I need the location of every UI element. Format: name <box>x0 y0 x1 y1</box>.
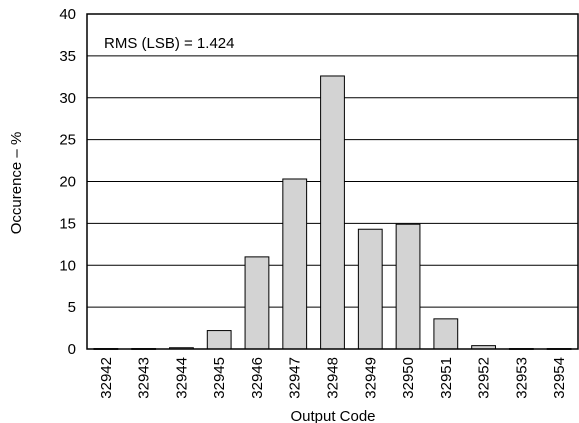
bar-32945 <box>206 330 232 350</box>
x-tick-label: 32952 <box>476 357 493 399</box>
x-tick-label: 32948 <box>325 357 342 399</box>
y-tick-label: 25 <box>59 132 76 149</box>
x-tick-labels: 32942 32943 32944 32945 32946 32947 32948 32949… <box>98 357 568 399</box>
y-tick-label: 35 <box>59 48 76 65</box>
x-tick-label: 32946 <box>249 357 266 399</box>
y-tick-labels: 0 5 10 15 20 25 30 35 40 <box>59 6 76 358</box>
x-tick-label: 32945 <box>211 357 228 399</box>
y-tick-label: 10 <box>59 257 76 274</box>
x-axis-label: Output Code <box>290 408 375 423</box>
x-tick-label: 32951 <box>438 357 455 399</box>
x-tick-label: 32954 <box>551 357 568 399</box>
y-tick-label: 40 <box>59 6 76 23</box>
y-tick-label: 20 <box>59 174 76 191</box>
x-tick-label: 32944 <box>173 357 190 399</box>
y-axis-label: Occurence – % <box>8 132 25 235</box>
bar-32947 <box>282 178 308 350</box>
x-tick-label: 32953 <box>513 357 530 399</box>
bar-32949 <box>357 228 383 350</box>
y-tick-label: 0 <box>68 341 76 358</box>
bar-32948 <box>320 75 345 350</box>
x-tick-label: 32950 <box>400 357 417 399</box>
bar-32946 <box>244 256 270 350</box>
x-tick-label: 32947 <box>287 357 304 399</box>
y-tick-label: 5 <box>68 299 76 316</box>
rms-annotation: RMS (LSB) = 1.424 <box>104 35 234 52</box>
bar-32951 <box>433 318 459 350</box>
x-tick-label: 32942 <box>98 357 115 399</box>
plot-frame <box>86 13 579 350</box>
x-tick-label: 32949 <box>362 357 379 399</box>
bar-32950 <box>395 223 421 350</box>
y-tick-label: 15 <box>59 215 76 232</box>
y-tick-label: 30 <box>59 90 76 107</box>
x-tick-label: 32943 <box>136 357 153 399</box>
bars <box>93 75 572 350</box>
